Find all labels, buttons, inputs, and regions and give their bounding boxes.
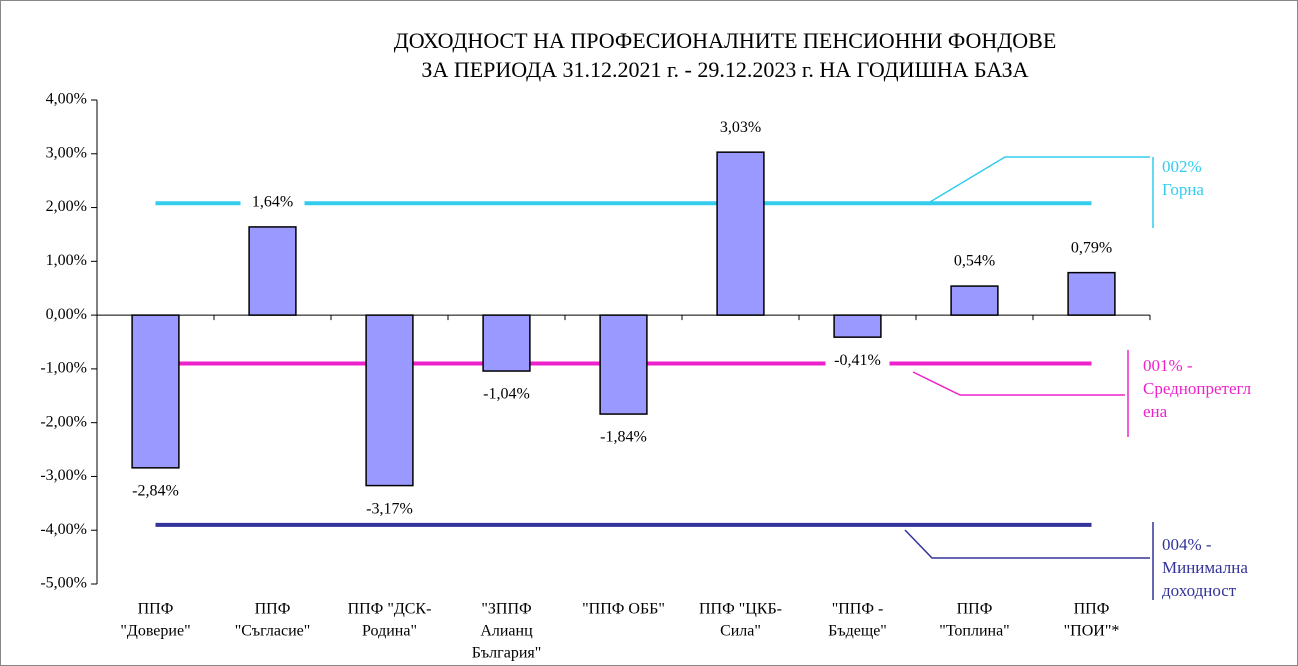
y-tick-label: 1,00%: [46, 252, 87, 269]
x-tick-label: Родина": [362, 623, 417, 640]
x-tick-label: Алианц: [480, 623, 533, 640]
leader-line: [912, 371, 1125, 396]
x-tick-label: "Доверие": [120, 623, 190, 640]
data-label-bg: [942, 251, 1007, 274]
leader-line: [924, 156, 1150, 206]
reference-label: 002%: [1162, 157, 1202, 176]
reference-label: Горна: [1162, 180, 1204, 199]
data-label-bg: [1059, 237, 1124, 260]
x-tick-label: "ППФ ОББ": [582, 601, 665, 618]
reference-label: ена: [1143, 402, 1168, 421]
reference-label: Среднопретегл: [1143, 379, 1252, 398]
y-tick-label: 0,00%: [46, 306, 87, 323]
x-tick-label: ППФ "ЦКБ-: [699, 601, 782, 618]
data-label-bg: [708, 117, 773, 140]
chart-title: ДОХОДНОСТ НА ПРОФЕСИОНАЛНИТЕ ПЕНСИОННИ Ф…: [394, 28, 1057, 53]
leader-line: [904, 529, 1150, 559]
x-tick-label: ППФ: [255, 601, 291, 618]
x-tick-label: "ЗППФ: [481, 601, 531, 618]
data-label-bg: [825, 350, 890, 373]
data-label: -1,04%: [483, 386, 530, 403]
data-label-bg: [591, 427, 656, 450]
bar: [833, 314, 882, 338]
data-label-bg: [123, 480, 188, 503]
data-label: 0,54%: [954, 253, 995, 270]
y-tick-label: -5,00%: [40, 575, 87, 592]
data-label-bg: [240, 191, 305, 214]
bar: [482, 314, 531, 372]
reference-label: 001% -: [1143, 356, 1193, 375]
chart-title: ЗА ПЕРИОДА 31.12.2021 г. - 29.12.2023 г.…: [421, 57, 1028, 82]
bar: [131, 314, 180, 469]
y-tick-label: 4,00%: [46, 91, 87, 108]
x-tick-label: ППФ: [1074, 601, 1110, 618]
data-label: 1,64%: [252, 194, 293, 211]
data-label-bg: [474, 384, 539, 407]
y-tick-label: -1,00%: [40, 360, 87, 377]
data-label-bg: [357, 498, 422, 521]
x-tick-label: "Топлина": [939, 623, 1009, 640]
x-tick-label: Бъдеще": [828, 623, 887, 640]
y-tick-label: -4,00%: [40, 521, 87, 538]
x-tick-label: "Съгласие": [235, 623, 311, 640]
data-label: 3,03%: [720, 119, 761, 136]
data-label: -2,84%: [132, 483, 179, 500]
x-tick-label: "ПОИ"*: [1064, 623, 1120, 640]
bar: [1067, 271, 1116, 316]
x-tick-label: Сила": [720, 623, 761, 640]
reference-label: 004% -: [1162, 535, 1212, 554]
reference-label: Минимална: [1162, 558, 1248, 577]
data-label: 0,79%: [1071, 239, 1112, 256]
y-tick-label: -2,00%: [40, 413, 87, 430]
reference-label: доходност: [1162, 581, 1237, 600]
y-tick-label: -3,00%: [40, 467, 87, 484]
x-tick-label: "ППФ -: [832, 601, 884, 618]
bar: [950, 285, 999, 316]
x-tick-label: България": [472, 645, 542, 662]
bar: [599, 314, 648, 415]
bar: [716, 151, 765, 316]
bar: [248, 226, 297, 316]
x-tick-label: ППФ "ДСК-: [348, 601, 432, 618]
data-label: -1,84%: [600, 429, 647, 446]
data-label: -3,17%: [366, 500, 413, 517]
x-tick-label: ППФ: [138, 601, 174, 618]
bar: [365, 314, 414, 487]
y-tick-label: 2,00%: [46, 198, 87, 215]
y-tick-label: 3,00%: [46, 144, 87, 161]
x-tick-label: ППФ: [957, 601, 993, 618]
data-label: -0,41%: [834, 352, 881, 369]
